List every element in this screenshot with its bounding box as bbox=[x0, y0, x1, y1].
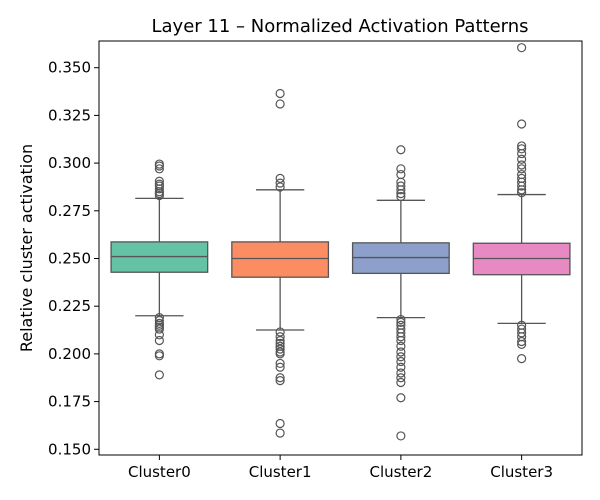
outlier-point bbox=[517, 339, 527, 349]
outlier-point bbox=[396, 373, 406, 383]
outlier-point bbox=[517, 148, 527, 159]
outlier-point bbox=[396, 169, 406, 180]
x-tick-label: Cluster0 bbox=[128, 463, 191, 481]
outlier-point bbox=[396, 335, 406, 346]
outlier-point bbox=[396, 185, 406, 195]
outlier-point bbox=[275, 373, 285, 383]
outlier-point bbox=[396, 164, 406, 174]
outlier-point bbox=[154, 184, 164, 194]
outlier-point bbox=[517, 144, 527, 154]
outlier-point bbox=[154, 161, 164, 171]
outlier-point bbox=[154, 189, 164, 199]
outlier-point bbox=[396, 341, 406, 351]
outlier-point bbox=[154, 164, 164, 174]
y-tick-label: 0.175 bbox=[48, 393, 91, 411]
outlier-point bbox=[275, 418, 285, 429]
y-tick-label: 0.250 bbox=[48, 249, 91, 267]
outlier-point bbox=[396, 317, 406, 328]
outlier-point bbox=[396, 393, 406, 403]
outlier-point bbox=[275, 428, 285, 438]
plot-area: 0.150 0.175 0.200 0.225 0.250 0.275 0.300 0.325… bbox=[48, 43, 571, 481]
outlier-point bbox=[154, 351, 164, 361]
outlier-point bbox=[396, 352, 406, 362]
y-tick-label: 0.350 bbox=[48, 59, 91, 77]
y-tick-label: 0.225 bbox=[48, 297, 91, 315]
outlier-point bbox=[154, 330, 164, 340]
outlier-point bbox=[154, 335, 164, 346]
plot-frame bbox=[98, 40, 583, 456]
outlier-point bbox=[275, 178, 285, 188]
outlier-point bbox=[517, 354, 527, 364]
outlier-point bbox=[275, 332, 285, 342]
outlier-point bbox=[517, 164, 527, 174]
outlier-point bbox=[275, 99, 285, 109]
x-tick-label: Cluster1 bbox=[249, 463, 312, 481]
y-tick-label: 0.200 bbox=[48, 345, 91, 363]
y-axis-label: Relative cluster activation bbox=[17, 144, 36, 352]
outlier-point bbox=[275, 182, 285, 192]
outlier-point bbox=[154, 190, 164, 201]
y-tick-label: 0.325 bbox=[48, 106, 91, 124]
outlier-point bbox=[517, 188, 527, 198]
outlier-point bbox=[517, 336, 527, 347]
outlier-point bbox=[275, 349, 285, 359]
outlier-point bbox=[396, 191, 406, 202]
outlier-point bbox=[517, 181, 527, 191]
outlier-point bbox=[275, 358, 285, 369]
y-tick-label: 0.300 bbox=[48, 154, 91, 172]
outlier-point bbox=[396, 314, 406, 325]
outlier-point bbox=[517, 185, 527, 195]
outlier-point bbox=[396, 431, 406, 441]
outlier-point bbox=[396, 347, 406, 357]
outlier-point bbox=[396, 377, 406, 388]
outlier-point bbox=[517, 154, 527, 164]
outlier-point bbox=[154, 324, 164, 334]
outlier-point bbox=[517, 43, 527, 53]
chart-title: Layer 11 – Normalized Activation Pattern… bbox=[151, 16, 528, 37]
outlier-point bbox=[396, 332, 406, 342]
outlier-point bbox=[275, 344, 285, 354]
y-tick-label: 0.150 bbox=[48, 440, 91, 458]
outlier-point bbox=[396, 356, 406, 367]
outlier-point bbox=[154, 349, 164, 359]
outlier-point bbox=[396, 189, 406, 199]
box-cluster1 bbox=[231, 241, 330, 278]
outlier-point bbox=[517, 160, 527, 170]
outlier-point bbox=[275, 362, 285, 372]
y-tick-label: 0.275 bbox=[48, 202, 91, 220]
x-tick-label: Cluster2 bbox=[369, 463, 432, 481]
outlier-point bbox=[396, 362, 406, 372]
outlier-point bbox=[154, 370, 164, 380]
outlier-point bbox=[517, 119, 527, 129]
outlier-point bbox=[396, 368, 406, 378]
outlier-point bbox=[275, 88, 285, 99]
outlier-point bbox=[396, 145, 406, 155]
outlier-point bbox=[275, 375, 285, 386]
x-tick-label: Cluster3 bbox=[490, 463, 553, 481]
